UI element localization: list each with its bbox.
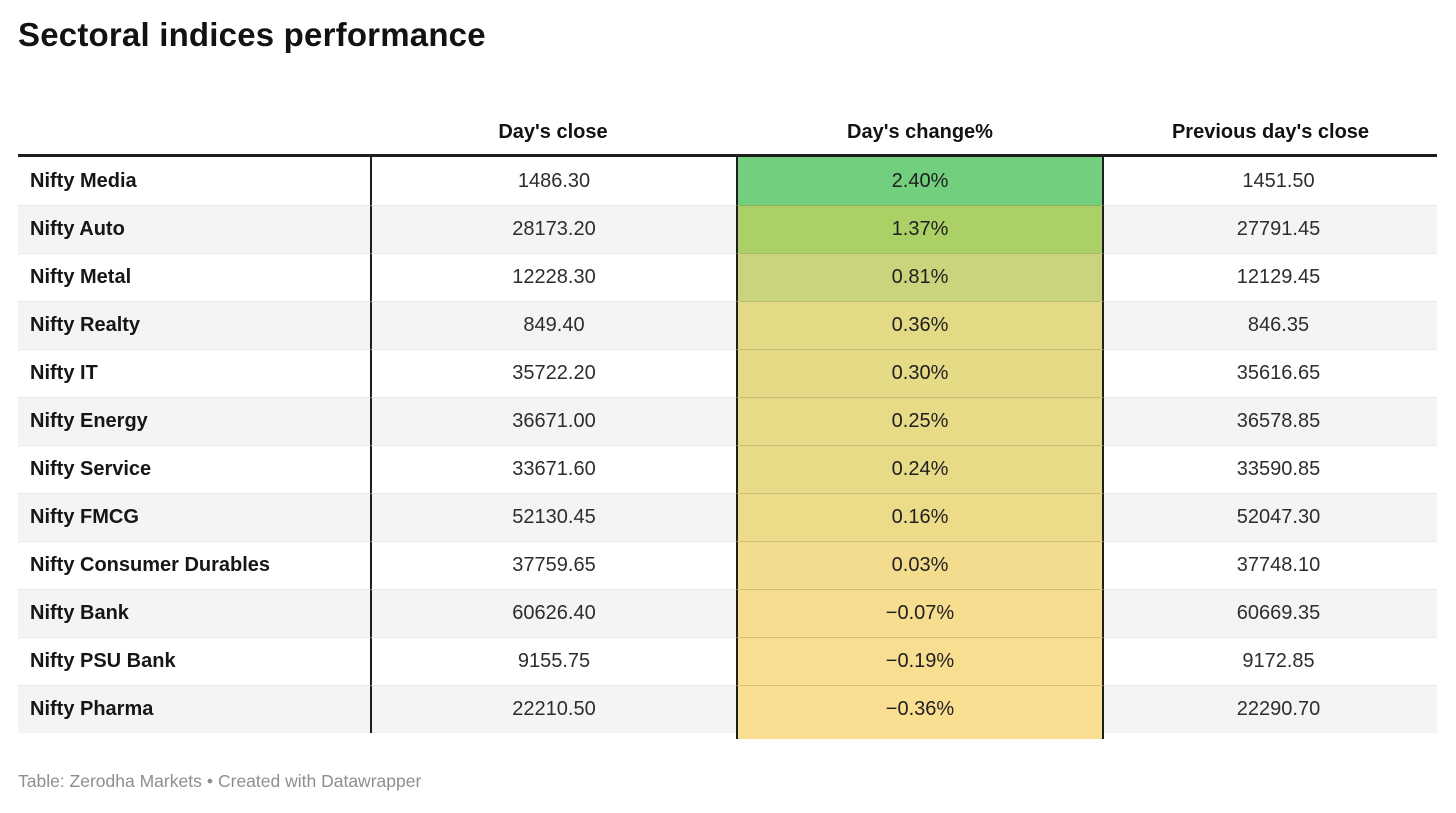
- prev-close-value: 1451.50: [1242, 169, 1315, 192]
- days-change-cell: 0.24%: [736, 445, 1104, 493]
- days-close-value: 35722.20: [370, 349, 736, 397]
- attribution-separator: •: [206, 771, 213, 791]
- days-close-value: 33671.60: [370, 445, 736, 493]
- table-row: Nifty Consumer Durables 37759.65 0.03% 3774…: [18, 541, 1437, 589]
- days-change-cell: −0.19%: [736, 637, 1104, 685]
- row-label: Nifty Bank: [18, 589, 370, 637]
- table-header-row: Day's close Day's change% Previous day's…: [18, 105, 1437, 157]
- days-change-cell: 2.40%: [736, 157, 1104, 205]
- prev-close-value: 33590.85: [1104, 445, 1437, 493]
- row-label: Nifty PSU Bank: [18, 637, 370, 685]
- row-label: Nifty Realty: [18, 301, 370, 349]
- page-title: Sectoral indices performance: [18, 16, 486, 53]
- col-header-blank: [18, 127, 370, 133]
- days-close-value: 36671.00: [370, 397, 736, 445]
- table-row: Nifty Auto 28173.20 1.37% 27791.45: [18, 205, 1437, 253]
- col-header-prev-close: Previous day's close: [1171, 121, 1370, 143]
- days-change-cell: −0.07%: [736, 589, 1104, 637]
- prev-close-value: 9172.85: [1104, 637, 1437, 685]
- table-row: Nifty Bank 60626.40 −0.07% 60669.35: [18, 589, 1437, 637]
- days-close-value: 37759.65: [370, 541, 736, 589]
- table-row: Nifty Energy 36671.00 0.25% 36578.85: [18, 397, 1437, 445]
- table-row: Nifty PSU Bank 9155.75 −0.19% 9172.85: [18, 637, 1437, 685]
- prev-close-value: 36578.85: [1104, 397, 1437, 445]
- prev-close-value: 52047.30: [1104, 493, 1437, 541]
- days-close-value: 52130.45: [370, 493, 736, 541]
- col-header-days-close: Day's close: [498, 121, 608, 143]
- table-row: Nifty Media 1486.30 2.40% 1451.50: [18, 157, 1437, 205]
- table-body: Nifty Media 1486.30 2.40% 1451.50 Nifty Auto…: [18, 157, 1437, 733]
- change-column-extension: [736, 733, 1104, 739]
- table-row: Nifty Realty 849.40 0.36% 846.35: [18, 301, 1437, 349]
- row-label: Nifty Auto: [18, 205, 370, 253]
- row-label: Nifty Pharma: [18, 685, 370, 733]
- days-close-value: 60626.40: [370, 589, 736, 637]
- days-change-cell: 1.37%: [736, 205, 1104, 253]
- col-header-days-change: Day's change%: [847, 121, 993, 143]
- days-change-cell: 0.25%: [736, 397, 1104, 445]
- days-change-cell: 0.36%: [736, 301, 1104, 349]
- source-label: Table: Zerodha Markets: [18, 771, 202, 791]
- prev-close-value: 35616.65: [1104, 349, 1437, 397]
- days-close-value: 12228.30: [370, 253, 736, 301]
- prev-close-value: 60669.35: [1104, 589, 1437, 637]
- row-label: Nifty IT: [18, 349, 370, 397]
- table-row: Nifty Service 33671.60 0.24% 33590.85: [18, 445, 1437, 493]
- row-label: Nifty Media: [30, 169, 137, 192]
- days-close-value: 28173.20: [370, 205, 736, 253]
- table-row: Nifty Pharma 22210.50 −0.36% 22290.70: [18, 685, 1437, 733]
- days-change-cell: 0.81%: [736, 253, 1104, 301]
- days-close-value: 1486.30: [370, 157, 736, 205]
- days-close-value: 22210.50: [370, 685, 736, 733]
- table-row: Nifty Metal 12228.30 0.81% 12129.45: [18, 253, 1437, 301]
- row-label: Nifty FMCG: [18, 493, 370, 541]
- days-close-value: 9155.75: [370, 637, 736, 685]
- row-label: Nifty Consumer Durables: [18, 541, 370, 589]
- prev-close-value: 846.35: [1104, 301, 1437, 349]
- table-row: Nifty IT 35722.20 0.30% 35616.65: [18, 349, 1437, 397]
- days-change-cell: −0.36%: [736, 685, 1104, 733]
- table-row: Nifty FMCG 52130.45 0.16% 52047.30: [18, 493, 1437, 541]
- days-change-cell: 0.30%: [736, 349, 1104, 397]
- prev-close-value: 37748.10: [1104, 541, 1437, 589]
- days-close-value: 849.40: [370, 301, 736, 349]
- sectoral-table: Day's close Day's change% Previous day's…: [18, 105, 1437, 739]
- row-label: Nifty Service: [18, 445, 370, 493]
- prev-close-value: 27791.45: [1104, 205, 1437, 253]
- prev-close-value: 22290.70: [1104, 685, 1437, 733]
- days-change-cell: 0.03%: [736, 541, 1104, 589]
- prev-close-value: 12129.45: [1104, 253, 1437, 301]
- row-label: Nifty Metal: [18, 253, 370, 301]
- datawrapper-credit-link[interactable]: Created with Datawrapper: [217, 771, 422, 791]
- row-label: Nifty Energy: [18, 397, 370, 445]
- days-change-cell: 0.16%: [736, 493, 1104, 541]
- table-attribution: Table: Zerodha Markets • Created with Data…: [18, 771, 426, 792]
